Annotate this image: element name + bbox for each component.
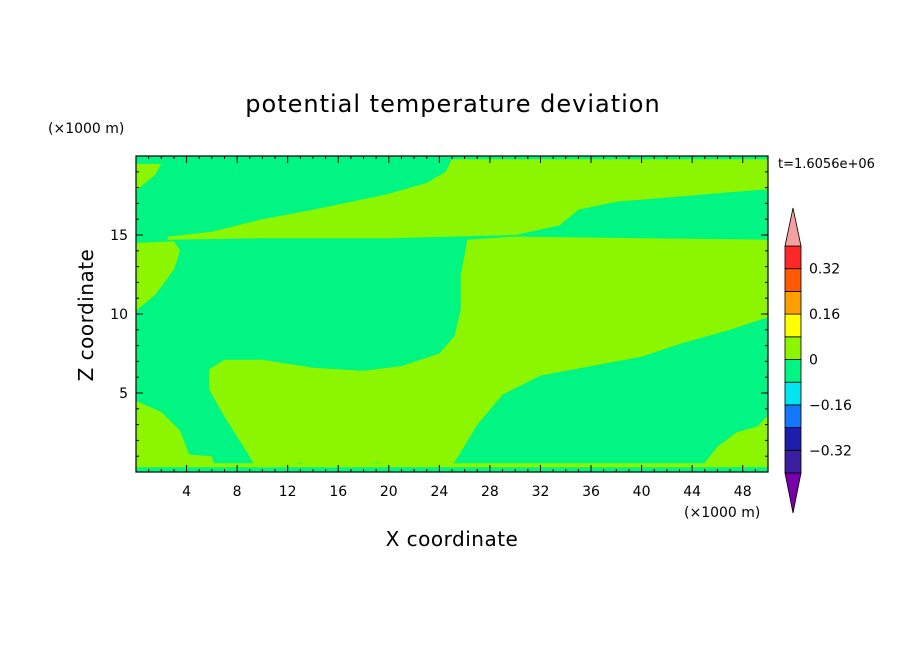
colorbar-swatch [784,336,802,360]
contour-region-3 [167,159,769,240]
colorbar-swatch [784,449,802,474]
y-tick-label: 5 [119,386,128,402]
colorbar-swatch [784,404,802,428]
contour-region-4 [209,236,769,468]
x-tick-label: 28 [481,484,499,500]
contour-region-1 [136,163,162,191]
contour-region-5 [136,400,215,466]
x-tick-label: 12 [279,484,297,500]
y-tick-label: 10 [110,307,128,323]
x-tick-label: 36 [582,484,600,500]
colorbar-swatch [784,427,802,451]
time-label: t=1.6056e+06 [778,157,875,172]
colorbar-tick-label: 0.16 [809,307,840,323]
colorbar-under-triangle [784,472,802,514]
colorbar-tick-label: 0 [809,353,818,369]
colorbar: 0.32 0.16 0 −0.16 −0.32 [784,207,852,514]
y-axis-label: Z coordinate [74,249,98,382]
x-axis-label: X coordinate [386,527,519,551]
x-tick-label: 40 [633,484,651,500]
colorbar-swatch [784,313,802,338]
colorbar-swatch [784,290,802,315]
colorbar-swatch [784,359,802,383]
x-tick-label: 16 [329,484,347,500]
x-tick-label: 20 [380,484,398,500]
x-tick-label: 4 [182,484,191,500]
x-tick-label: 24 [430,484,448,500]
colorbar-over-triangle [784,207,802,247]
contour-region-7 [136,463,768,468]
x-tick-label: 48 [734,484,752,500]
colorbar-tick-label: 0.32 [809,262,840,278]
x-tick-label: 8 [233,484,242,500]
y-unit-label: (×1000 m) [48,121,124,137]
colorbar-tick-label: −0.32 [809,443,852,459]
x-unit-label: (×1000 m) [684,505,760,521]
x-tick-label: 32 [532,484,550,500]
colorbar-tick-label: −0.16 [809,398,852,414]
x-tick-label: 44 [683,484,701,500]
contour-region-6 [702,415,768,466]
chart-title: potential temperature deviation [245,90,660,118]
colorbar-swatch [784,245,802,270]
y-tick-label: 15 [110,228,128,244]
contour-region-2 [136,241,181,311]
colorbar-swatch [784,381,802,406]
colorbar-swatch [784,268,802,292]
